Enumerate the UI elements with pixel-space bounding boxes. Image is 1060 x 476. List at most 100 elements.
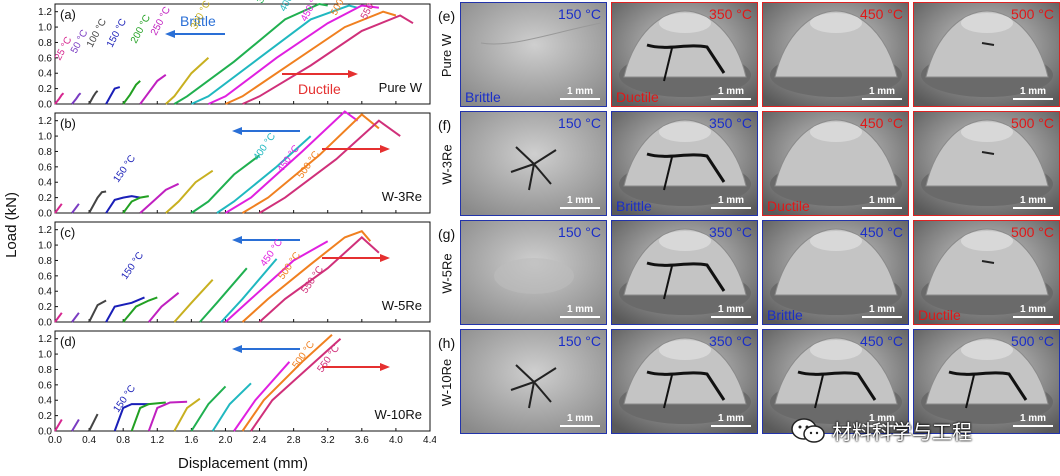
scale-bar-label: 1 mm (717, 195, 745, 206)
scale-bar-line (560, 316, 600, 318)
y-tick-label: 1.2 (38, 334, 52, 345)
x-tick-label: 0.0 (48, 435, 62, 446)
temperature-label: 500 °C (1011, 115, 1054, 131)
x-tick-label: 3.6 (355, 435, 369, 446)
y-tick-label: 0.8 (38, 147, 52, 158)
series-line-200c (130, 401, 166, 432)
series-line-450c (207, 4, 380, 105)
y-tick-label: 1.2 (38, 116, 52, 127)
scale-bar-label: 1 mm (566, 413, 594, 424)
temperature-label: 350 °C (709, 6, 752, 22)
temp-label: 400 °C (251, 131, 278, 162)
temp-label: 500 °C (290, 339, 317, 370)
scale-bar-label: 1 mm (868, 413, 896, 424)
row-label: (g) W-5Re (436, 220, 458, 327)
scale-bar-label: 1 mm (868, 304, 896, 315)
series-line-300c (165, 169, 214, 214)
sem-panel: 500 °C 1 mm (913, 2, 1060, 107)
x-tick-label: 2.4 (253, 435, 267, 446)
scale-bar: 1 mm (862, 195, 902, 209)
series-line-500c (241, 230, 372, 323)
scale-bar: 1 mm (1013, 195, 1053, 209)
panel-tag: (e) (438, 8, 456, 24)
scale-bar: 1 mm (560, 195, 600, 209)
sem-panel: 150 °C 1 mm (460, 111, 607, 216)
fracture-mode-label: Ductile (918, 307, 961, 323)
material-label: W-3Re (439, 144, 455, 185)
scale-bar-label: 1 mm (868, 86, 896, 97)
series-line-150c (105, 86, 121, 105)
series-line-400c (216, 135, 312, 214)
sem-panel: 450 °C 1 mm (762, 329, 909, 434)
series-line-50c (71, 203, 80, 214)
y-tick-label: 1.0 (38, 132, 52, 143)
y-tick-label: 0.6 (38, 162, 52, 173)
series-line-200c (122, 296, 158, 323)
series-line-25c (54, 418, 63, 432)
series-line-350c (173, 2, 328, 105)
y-tick-label: 1.2 (38, 225, 52, 236)
material-label: Pure W (379, 80, 423, 95)
temperature-label: 350 °C (709, 333, 752, 349)
series-line-500c (225, 10, 397, 105)
y-tick-label: 0.8 (38, 256, 52, 267)
series-line-250c (148, 292, 180, 323)
scale-bar-label: 1 mm (868, 195, 896, 206)
series-line-200c (122, 195, 149, 214)
sem-image (914, 221, 1059, 324)
sem-image (763, 221, 908, 324)
sem-panel: 500 °C 1 mm (913, 329, 1060, 434)
panel-tag: (f) (438, 117, 452, 133)
sem-image (914, 112, 1059, 215)
temperature-label: 500 °C (1011, 224, 1054, 240)
temperature-label: 450 °C (860, 224, 903, 240)
sem-panel: 350 °C 1 mm (611, 220, 758, 325)
x-tick-label: 1.6 (184, 435, 198, 446)
scale-bar-line (711, 207, 751, 209)
y-tick-label: 1.0 (38, 241, 52, 252)
scale-bar-label: 1 mm (1019, 413, 1047, 424)
y-tick-label: 0.0 (38, 427, 52, 438)
scale-bar: 1 mm (862, 86, 902, 100)
series-line-250c (139, 182, 180, 214)
sem-panel: 500 °C 1 mm (913, 111, 1060, 216)
series-line-550c (258, 236, 380, 323)
y-tick-label: 0.4 (38, 287, 52, 298)
temperature-label: 150 °C (558, 224, 601, 240)
sem-panel: 350 °C Ductile 1 mm (611, 2, 758, 107)
y-tick-label: 0.2 (38, 84, 52, 95)
series-line-150c (105, 296, 145, 323)
series-line-50c (71, 92, 82, 105)
series-line-350c (190, 154, 261, 214)
sem-panel: 350 °C 1 mm (611, 329, 758, 434)
sem-image (612, 221, 757, 324)
scale-bar-label: 1 mm (717, 86, 745, 97)
brittle-arrow-head (232, 127, 242, 135)
sem-panel: 500 °C Ductile 1 mm (913, 220, 1060, 325)
scale-bar-line (1013, 98, 1053, 100)
sem-panel: 150 °C 1 mm (460, 329, 607, 434)
temp-label: 400 °C (278, 0, 302, 13)
x-tick-label: 4.4 (423, 435, 436, 446)
brittle-arrow-head (232, 345, 242, 353)
watermark-text: 材料科学与工程 (832, 422, 972, 444)
scale-bar-line (862, 98, 902, 100)
brittle-label: Brittle (180, 13, 216, 29)
temperature-label: 450 °C (860, 115, 903, 131)
series-line-50c (71, 312, 80, 323)
temperature-label: 150 °C (558, 115, 601, 131)
material-label: W-3Re (382, 189, 422, 204)
sem-image (763, 330, 908, 433)
x-tick-label: 3.2 (321, 435, 335, 446)
y-tick-label: 0.8 (38, 38, 52, 49)
y-tick-label: 0.2 (38, 411, 52, 422)
y-tick-label: 0.2 (38, 302, 52, 313)
x-tick-label: 4.0 (389, 435, 403, 446)
series-line-300c (165, 57, 210, 105)
micrograph-grid: (e) Pure W 150 °C Brittle 1 mm 350 °C Ductile 1… (436, 0, 1060, 435)
series-line-400c (220, 258, 278, 323)
material-label: W-10Re (375, 407, 422, 422)
panel-tag: (h) (438, 335, 456, 351)
y-tick-label: 0.6 (38, 380, 52, 391)
sem-image (612, 3, 757, 106)
